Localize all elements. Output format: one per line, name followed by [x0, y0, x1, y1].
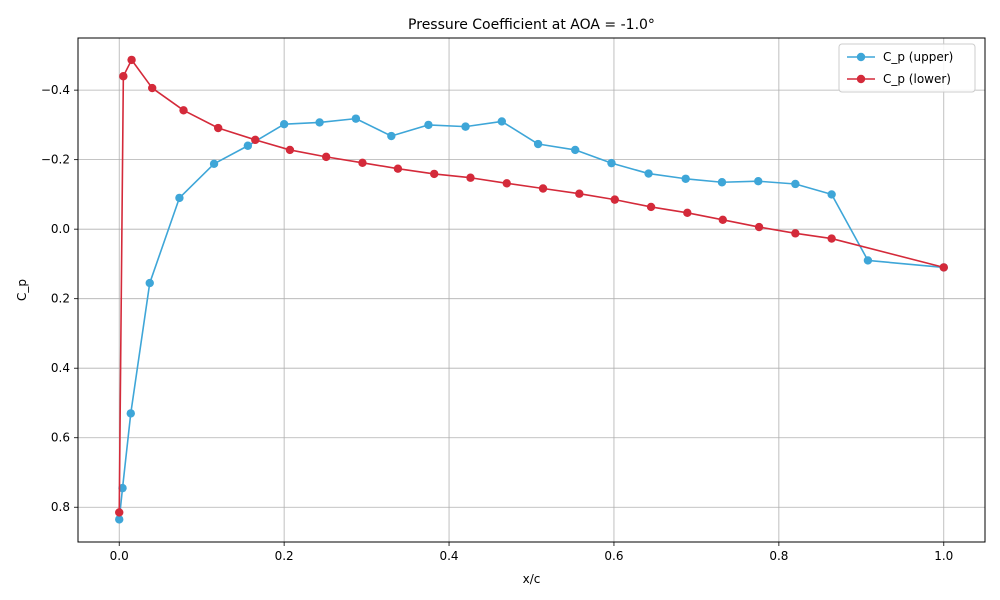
series-1-point: [717, 178, 727, 187]
series-2-point: [321, 152, 331, 162]
series-1-point: [497, 117, 507, 126]
y-tick-label: 0.8: [51, 500, 70, 514]
x-tick-label: 0.4: [439, 549, 458, 563]
series-2-point: [575, 189, 584, 198]
series-1-point: [351, 114, 361, 123]
series-line-2: [118, 59, 944, 513]
series-2-point: [115, 508, 124, 517]
series-1-point: [863, 256, 873, 265]
series-2-point: [119, 72, 128, 81]
y-tick-label: 0.6: [51, 431, 70, 445]
series-1-point: [461, 122, 470, 131]
series-2-point: [538, 184, 548, 193]
series-1-point: [126, 409, 135, 418]
series-1-point: [279, 120, 289, 129]
legend-box: [838, 43, 976, 93]
series-2-point: [393, 164, 403, 173]
series-1-point: [791, 179, 800, 189]
series-1-point: [754, 177, 763, 186]
legend: C_p (upper) C_p (lower): [838, 43, 976, 93]
series-2-point: [939, 263, 948, 272]
y-tick-label: 0.0: [51, 222, 70, 236]
series-1-point: [827, 190, 836, 199]
x-tick-label: 0.6: [604, 549, 623, 563]
series-1-point: [315, 118, 324, 127]
series-1-point: [607, 158, 616, 168]
series-2-point: [754, 222, 764, 232]
series-2-point: [466, 173, 475, 182]
series-1-point: [387, 131, 396, 141]
series-1-point: [115, 515, 124, 524]
series-2-point: [213, 123, 223, 133]
series-2-point: [148, 83, 157, 93]
y-axis-label: C_p: [15, 279, 29, 301]
plot-frame: [77, 37, 986, 543]
series-1-point: [118, 483, 127, 493]
series-2-point: [683, 208, 692, 218]
series-2-point: [791, 229, 800, 238]
y-tick-label: 0.4: [51, 361, 70, 375]
series-1-point: [533, 139, 543, 149]
series-1-point: [681, 174, 690, 183]
series-1-point: [175, 193, 184, 203]
series-1-point: [243, 141, 253, 150]
series-2-point: [358, 158, 367, 167]
x-tick-label: 1.0: [934, 549, 953, 563]
series-2-point: [610, 195, 619, 204]
series-2-point: [127, 55, 136, 65]
legend-label-2: C_p (lower): [883, 72, 951, 86]
series-2-point: [430, 169, 439, 179]
series-2-point: [827, 234, 836, 243]
y-tick-label: −0.4: [41, 83, 70, 97]
grid: [78, 38, 985, 542]
series-1-point: [644, 169, 653, 178]
x-tick-label: 0.8: [769, 549, 788, 563]
series-2-point: [285, 145, 295, 155]
legend-marker-1: [856, 52, 866, 62]
series-1-point: [145, 278, 154, 288]
series-2-point: [718, 215, 727, 224]
chart-title: Pressure Coefficient at AOA = -1.0°: [408, 17, 655, 33]
y-tick-label: 0.2: [51, 292, 70, 306]
legend-label-1: C_p (upper): [883, 50, 953, 64]
series-2-point: [502, 179, 511, 188]
ticks: 0.0 0.2 0.4 0.6 0.8 1.0 −0.4 −0.2 0.0 0.2 0.4 0.6 0.…: [41, 83, 953, 563]
series-layer: [115, 55, 948, 524]
y-tick-label: −0.2: [41, 153, 70, 167]
series-1-point: [209, 159, 219, 169]
series-2-point: [251, 135, 260, 145]
series-2-point: [179, 106, 188, 115]
series-2-point: [646, 202, 656, 212]
legend-marker-2: [856, 74, 866, 84]
x-tick-label: 0.0: [110, 549, 129, 563]
x-axis-label: x/c: [523, 572, 541, 586]
x-tick-label: 0.2: [275, 549, 294, 563]
series-1-point: [424, 120, 433, 130]
series-1-point: [571, 145, 580, 155]
